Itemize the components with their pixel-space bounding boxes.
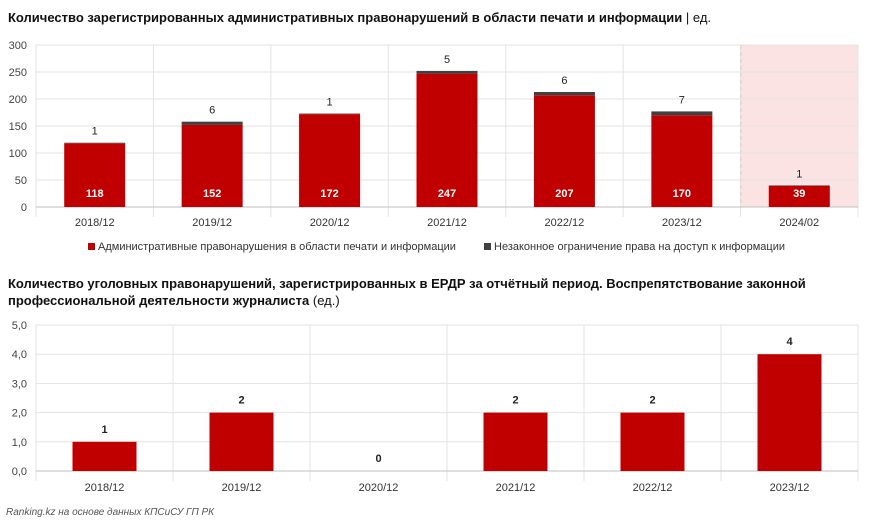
chart1-x-label: 2019/12 (192, 217, 232, 229)
chart1-ytick-label: 100 (9, 148, 27, 160)
chart1-bar-admin (651, 115, 713, 207)
chart2-data-label: 2 (649, 395, 655, 407)
chart2-x-label: 2018/12 (85, 482, 125, 494)
chart1-legend-swatch-admin (88, 243, 95, 250)
chart1-x-label: 2020/12 (310, 217, 350, 229)
chart1-data-label-admin: 170 (673, 188, 691, 200)
chart1-data-label-access: 1 (327, 97, 333, 109)
chart2-bar (72, 441, 137, 471)
chart1-data-label-access: 7 (679, 94, 685, 106)
chart1-bar-access (299, 113, 361, 115)
chart1-data-label-admin: 39 (793, 188, 805, 200)
chart1-legend-label-admin: Административные правонарушения в област… (98, 241, 456, 253)
chart1-x-label: 2022/12 (545, 217, 585, 229)
chart2-ytick-label: 1,0 (12, 437, 27, 449)
chart2-bar (757, 354, 822, 471)
chart2-title: Количество уголовных правонарушений, зар… (8, 276, 806, 308)
chart1-bar-admin (64, 143, 126, 207)
chart1-bar-access (181, 121, 243, 125)
chart1-data-label-access: 6 (209, 105, 215, 117)
chart2-ytick-label: 0,0 (12, 466, 27, 478)
source-note: Ranking.kz на основе данных КПСиСУ ГП РК (6, 507, 215, 518)
chart1-bar-access (64, 142, 126, 144)
chart1-data-label-admin: 118 (86, 188, 104, 200)
chart1-data-label-admin: 247 (438, 188, 456, 200)
chart2-x-label: 2021/12 (496, 482, 536, 494)
chart1-title: Количество зарегистрированных администра… (8, 10, 712, 25)
chart2-x-label: 2023/12 (770, 482, 810, 494)
chart2-data-label: 2 (238, 395, 244, 407)
chart2-bar (209, 412, 274, 471)
chart1-bar-access (416, 70, 478, 74)
chart1-bar-access (533, 91, 595, 96)
chart1-ytick-label: 250 (9, 67, 27, 79)
chart1-bar-admin (416, 73, 478, 208)
chart2-bar (483, 412, 548, 471)
chart1-ytick-label: 0 (21, 202, 27, 214)
chart1-x-label: 2024/02 (779, 217, 819, 229)
chart2-ytick-label: 2,0 (12, 408, 27, 420)
chart1-data-label-admin: 152 (203, 188, 221, 200)
chart1-ytick-label: 300 (9, 40, 27, 52)
chart1-bar-admin (299, 114, 361, 207)
chart2-data-label: 0 (375, 453, 381, 465)
chart2-ytick-label: 5,0 (12, 320, 27, 332)
chart1-ytick-label: 200 (9, 94, 27, 106)
chart2-x-label: 2019/12 (222, 482, 262, 494)
chart2-x-label: 2020/12 (359, 482, 399, 494)
chart2-ytick-label: 4,0 (12, 349, 27, 361)
chart1-data-label-admin: 207 (555, 188, 573, 200)
chart1-bar-access (651, 111, 713, 116)
chart1-x-label: 2018/12 (75, 217, 115, 229)
chart1-data-label-access: 5 (444, 54, 450, 66)
chart1-x-label: 2021/12 (427, 217, 467, 229)
chart1-data-label-access: 1 (92, 126, 98, 138)
chart1-x-label: 2023/12 (662, 217, 702, 229)
chart2-x-label: 2022/12 (633, 482, 673, 494)
chart1-ytick-label: 150 (9, 121, 27, 133)
chart1-data-label-access: 1 (796, 168, 802, 180)
chart2-bar (620, 412, 685, 471)
chart2-data-label: 4 (786, 336, 793, 348)
chart1-data-label-admin: 172 (320, 188, 338, 200)
chart2-data-label: 1 (101, 424, 107, 436)
chart1-bar-access (768, 185, 830, 186)
chart2-data-label: 2 (512, 395, 518, 407)
chart1-legend-label-access: Незаконное ограничение права на доступ к… (494, 241, 785, 253)
chart1-data-label-access: 6 (561, 75, 567, 87)
chart1-bar-admin (533, 95, 595, 207)
chart1-bar-admin (768, 185, 830, 207)
chart1-bar-admin (181, 124, 243, 207)
chart1-legend-swatch-access (484, 243, 491, 250)
chart2-ytick-label: 3,0 (12, 378, 27, 390)
chart1-ytick-label: 50 (15, 175, 27, 187)
